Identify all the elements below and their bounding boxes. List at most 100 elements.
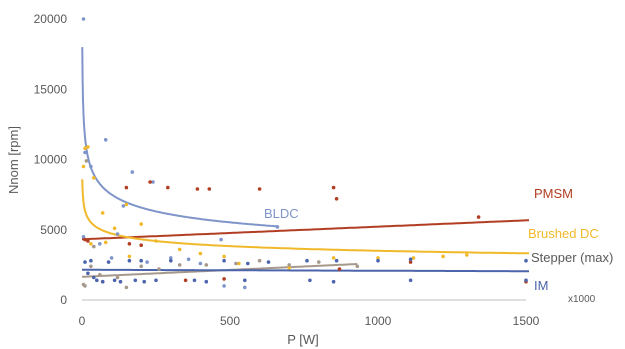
data-point bbox=[408, 260, 413, 264]
series-label-im: IM bbox=[534, 278, 548, 293]
x-tick-labels: 0 500 1000 1500 bbox=[79, 314, 540, 328]
data-point bbox=[112, 226, 117, 231]
y-tick-label: 5000 bbox=[40, 223, 67, 237]
data-point bbox=[331, 185, 336, 190]
y-tick-label: 10000 bbox=[34, 153, 68, 167]
data-point bbox=[195, 187, 200, 191]
data-point bbox=[337, 267, 342, 271]
data-point bbox=[92, 275, 96, 280]
data-point bbox=[103, 240, 108, 245]
trend-lines bbox=[81, 47, 530, 278]
y-axis-label: Nnom [rpm] bbox=[6, 126, 21, 194]
x-tick-label: 1500 bbox=[513, 314, 540, 328]
data-point bbox=[83, 284, 87, 288]
series-label-brushed-dc: Brushed DC bbox=[528, 226, 599, 241]
data-point bbox=[219, 237, 223, 242]
series-labels: BLDC PMSM Brushed DC Stepper (max) IM bbox=[264, 186, 613, 293]
data-point bbox=[524, 278, 528, 283]
data-point bbox=[331, 279, 336, 284]
x-tick-label: 0 bbox=[79, 314, 86, 328]
data-point bbox=[139, 264, 143, 269]
data-point bbox=[169, 256, 173, 260]
data-point bbox=[441, 254, 445, 259]
data-point bbox=[89, 242, 93, 246]
data-point bbox=[411, 256, 416, 260]
data-point bbox=[376, 256, 380, 260]
data-point bbox=[465, 253, 469, 257]
y-tick-label: 15000 bbox=[34, 82, 68, 96]
data-point bbox=[524, 258, 528, 263]
data-point bbox=[86, 239, 90, 243]
data-point bbox=[130, 170, 135, 174]
data-point bbox=[118, 279, 123, 284]
data-point bbox=[81, 17, 86, 21]
data-point bbox=[154, 239, 158, 243]
data-point bbox=[237, 261, 241, 266]
data-point bbox=[183, 278, 188, 283]
series-label-pmsm: PMSM bbox=[534, 186, 573, 201]
data-point bbox=[124, 185, 129, 190]
trend-line-im bbox=[82, 268, 529, 273]
series-label-bldc: BLDC bbox=[264, 206, 299, 221]
data-point bbox=[408, 257, 413, 262]
data-point bbox=[243, 285, 247, 290]
data-point bbox=[83, 260, 87, 264]
data-point bbox=[177, 263, 182, 267]
data-point bbox=[308, 278, 312, 283]
data-point bbox=[204, 279, 209, 284]
data-point bbox=[81, 235, 86, 239]
data-point bbox=[157, 267, 161, 271]
data-point bbox=[246, 261, 250, 266]
series-label-stepper-max-: Stepper (max) bbox=[531, 250, 613, 265]
data-point bbox=[305, 258, 309, 263]
data-point bbox=[115, 275, 120, 280]
data-point bbox=[222, 258, 226, 263]
data-point bbox=[234, 261, 238, 266]
data-point bbox=[408, 278, 413, 283]
data-point bbox=[127, 254, 132, 259]
data-point bbox=[317, 260, 321, 264]
data-point bbox=[275, 225, 280, 229]
data-point bbox=[287, 265, 292, 270]
data-point bbox=[186, 257, 191, 262]
data-point bbox=[89, 258, 93, 263]
data-point bbox=[151, 180, 155, 184]
data-point bbox=[121, 204, 126, 208]
x-tick-label: 1000 bbox=[365, 314, 392, 328]
data-point bbox=[106, 260, 111, 264]
data-point bbox=[98, 242, 102, 246]
data-point bbox=[376, 258, 380, 263]
data-point bbox=[257, 258, 262, 263]
data-point bbox=[266, 260, 271, 264]
data-point bbox=[192, 278, 197, 283]
data-points bbox=[81, 17, 528, 290]
data-point bbox=[148, 180, 152, 184]
data-point bbox=[154, 278, 158, 283]
data-point bbox=[133, 278, 138, 283]
data-point bbox=[83, 146, 87, 151]
data-point bbox=[204, 263, 209, 267]
data-point bbox=[81, 164, 86, 169]
data-point bbox=[207, 187, 212, 191]
data-point bbox=[139, 258, 143, 263]
data-point bbox=[198, 261, 203, 266]
data-point bbox=[355, 264, 360, 269]
data-point bbox=[222, 284, 226, 288]
data-point bbox=[103, 138, 108, 142]
data-point bbox=[145, 260, 149, 264]
data-point bbox=[166, 185, 170, 190]
data-point bbox=[169, 258, 173, 263]
data-point bbox=[100, 279, 105, 284]
data-point bbox=[112, 278, 117, 283]
data-point bbox=[334, 197, 339, 201]
data-point bbox=[83, 150, 87, 155]
data-point bbox=[142, 279, 146, 284]
data-point bbox=[86, 145, 90, 149]
data-point bbox=[124, 202, 129, 207]
data-point bbox=[287, 263, 292, 267]
data-point bbox=[83, 237, 87, 242]
data-point bbox=[95, 278, 99, 283]
data-point bbox=[222, 254, 226, 259]
y-tick-label: 20000 bbox=[34, 12, 68, 26]
